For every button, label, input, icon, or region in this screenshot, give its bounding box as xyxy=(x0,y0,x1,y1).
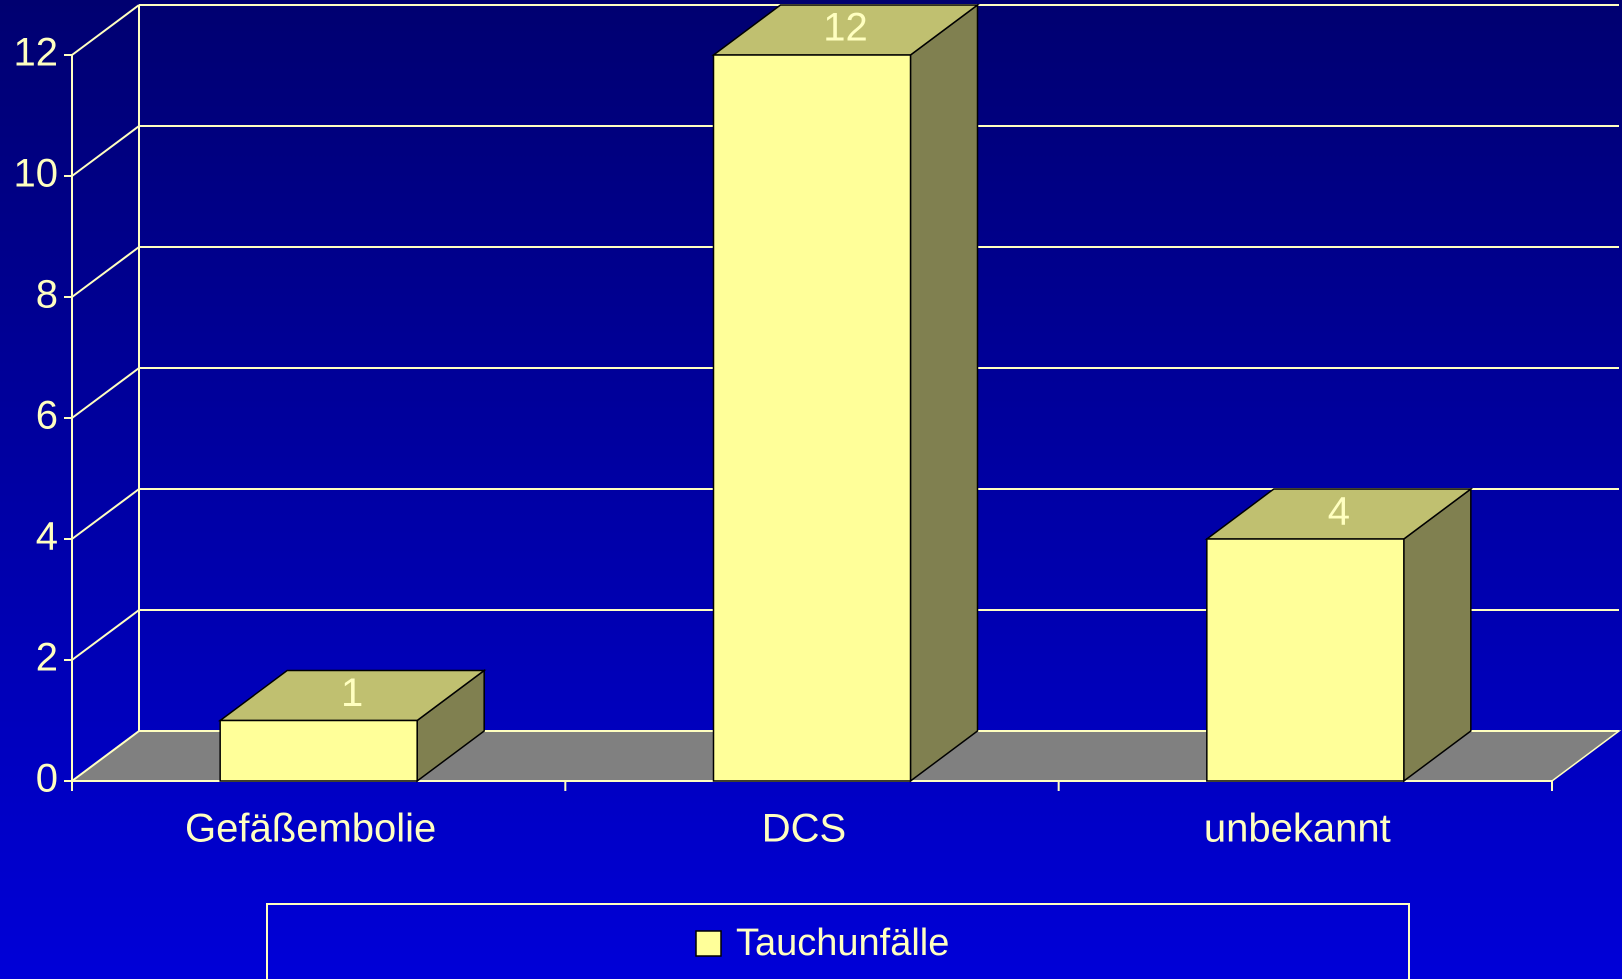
x-tick-label: unbekannt xyxy=(1204,807,1391,851)
legend-label: Tauchunfälle xyxy=(736,922,949,964)
grid-line xyxy=(71,125,140,177)
bar xyxy=(712,54,912,782)
x-tick-label: DCS xyxy=(762,807,846,851)
value-label: 4 xyxy=(1328,490,1350,534)
x-tick-label: Gefäßembolie xyxy=(185,807,436,851)
grid-line xyxy=(71,609,140,661)
grid-line xyxy=(71,246,140,298)
y-tick-label: 12 xyxy=(14,31,59,75)
y-tick-label: 0 xyxy=(36,757,58,801)
y-tick-label: 10 xyxy=(14,152,59,196)
grid-line xyxy=(71,730,140,782)
y-tick-label: 6 xyxy=(36,394,58,438)
value-label: 1 xyxy=(341,671,363,715)
legend-box xyxy=(266,903,1410,979)
y-tick-label: 4 xyxy=(36,515,58,559)
y-tick-label: 8 xyxy=(36,273,58,317)
grid-line xyxy=(71,488,140,540)
legend-key xyxy=(695,930,722,957)
bar xyxy=(219,719,418,782)
value-label: 12 xyxy=(823,6,868,50)
bar xyxy=(1206,538,1405,782)
grid-line xyxy=(71,4,140,56)
bar-side xyxy=(909,3,979,783)
grid-line xyxy=(71,367,140,419)
bar-side xyxy=(1403,487,1472,783)
y-tick-label: 2 xyxy=(36,636,58,680)
